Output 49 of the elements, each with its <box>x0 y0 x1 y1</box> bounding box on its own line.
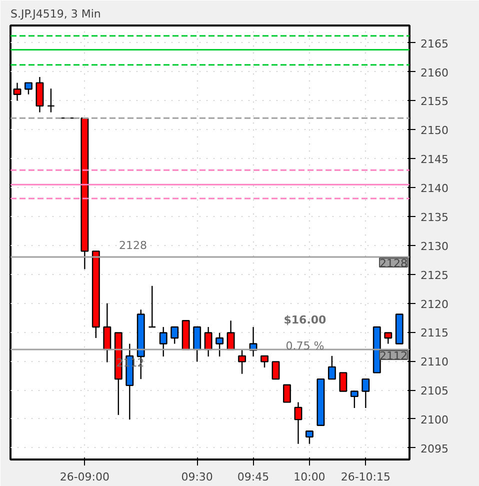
candlestick <box>204 326 212 358</box>
y-tick-label: 2125 <box>420 268 448 282</box>
y-tick-label: 2120 <box>420 298 448 311</box>
y-tick-label: 2160 <box>420 66 448 80</box>
x-tick-label: 26-10:15 <box>340 470 391 484</box>
candlestick <box>384 332 392 344</box>
y-tick-label: 2135 <box>420 210 448 224</box>
y-tick-label: 2095 <box>420 442 448 456</box>
candlestick <box>238 350 246 374</box>
y-tick-label: 2145 <box>420 153 448 166</box>
annotation: 0.75 % <box>286 339 324 352</box>
annotation: 2112 <box>116 356 144 370</box>
annotation: 2128 <box>118 239 147 252</box>
candlestick <box>305 430 314 444</box>
candlestick <box>339 372 348 392</box>
y-tick-label: 2115 <box>420 326 448 340</box>
candlestick <box>103 302 112 363</box>
candlestick <box>328 355 336 380</box>
x-tick-label: 09:30 <box>181 470 213 484</box>
y-tick-label: 2155 <box>420 95 448 108</box>
y-tick-label: 2100 <box>420 413 448 426</box>
candlestick <box>283 384 291 403</box>
candlestick <box>226 320 235 350</box>
candlestick <box>13 82 22 102</box>
y-tick-label: 2150 <box>420 124 448 138</box>
candlestick <box>193 326 202 362</box>
x-tick-label: 09:45 <box>237 470 270 484</box>
y-tick-label: 2130 <box>420 240 448 253</box>
y-tick-label: 2105 <box>420 384 448 398</box>
ref-line-label: 2128 <box>380 256 408 270</box>
y-tick-label: 2110 <box>420 356 448 369</box>
candlestick <box>46 88 55 113</box>
chart-title: S.JP.J4519, 3 Min <box>10 8 101 20</box>
candlestick <box>350 390 358 409</box>
y-tick-label: 2140 <box>420 182 448 196</box>
candlestick <box>36 76 44 113</box>
candlestick <box>159 326 168 358</box>
candlestick <box>148 285 156 328</box>
annotation: $16.00 <box>284 313 327 326</box>
candlestick <box>272 361 280 380</box>
candlestick <box>362 378 370 409</box>
candlestick <box>24 82 32 95</box>
candlestick <box>294 402 302 444</box>
y-tick-label: 2165 <box>420 37 448 50</box>
candlestick <box>170 326 179 344</box>
x-tick-label: 26-09:00 <box>60 470 110 484</box>
candlestick <box>216 332 224 358</box>
x-tick-label: 10:00 <box>294 470 326 484</box>
candlestick <box>260 355 268 368</box>
